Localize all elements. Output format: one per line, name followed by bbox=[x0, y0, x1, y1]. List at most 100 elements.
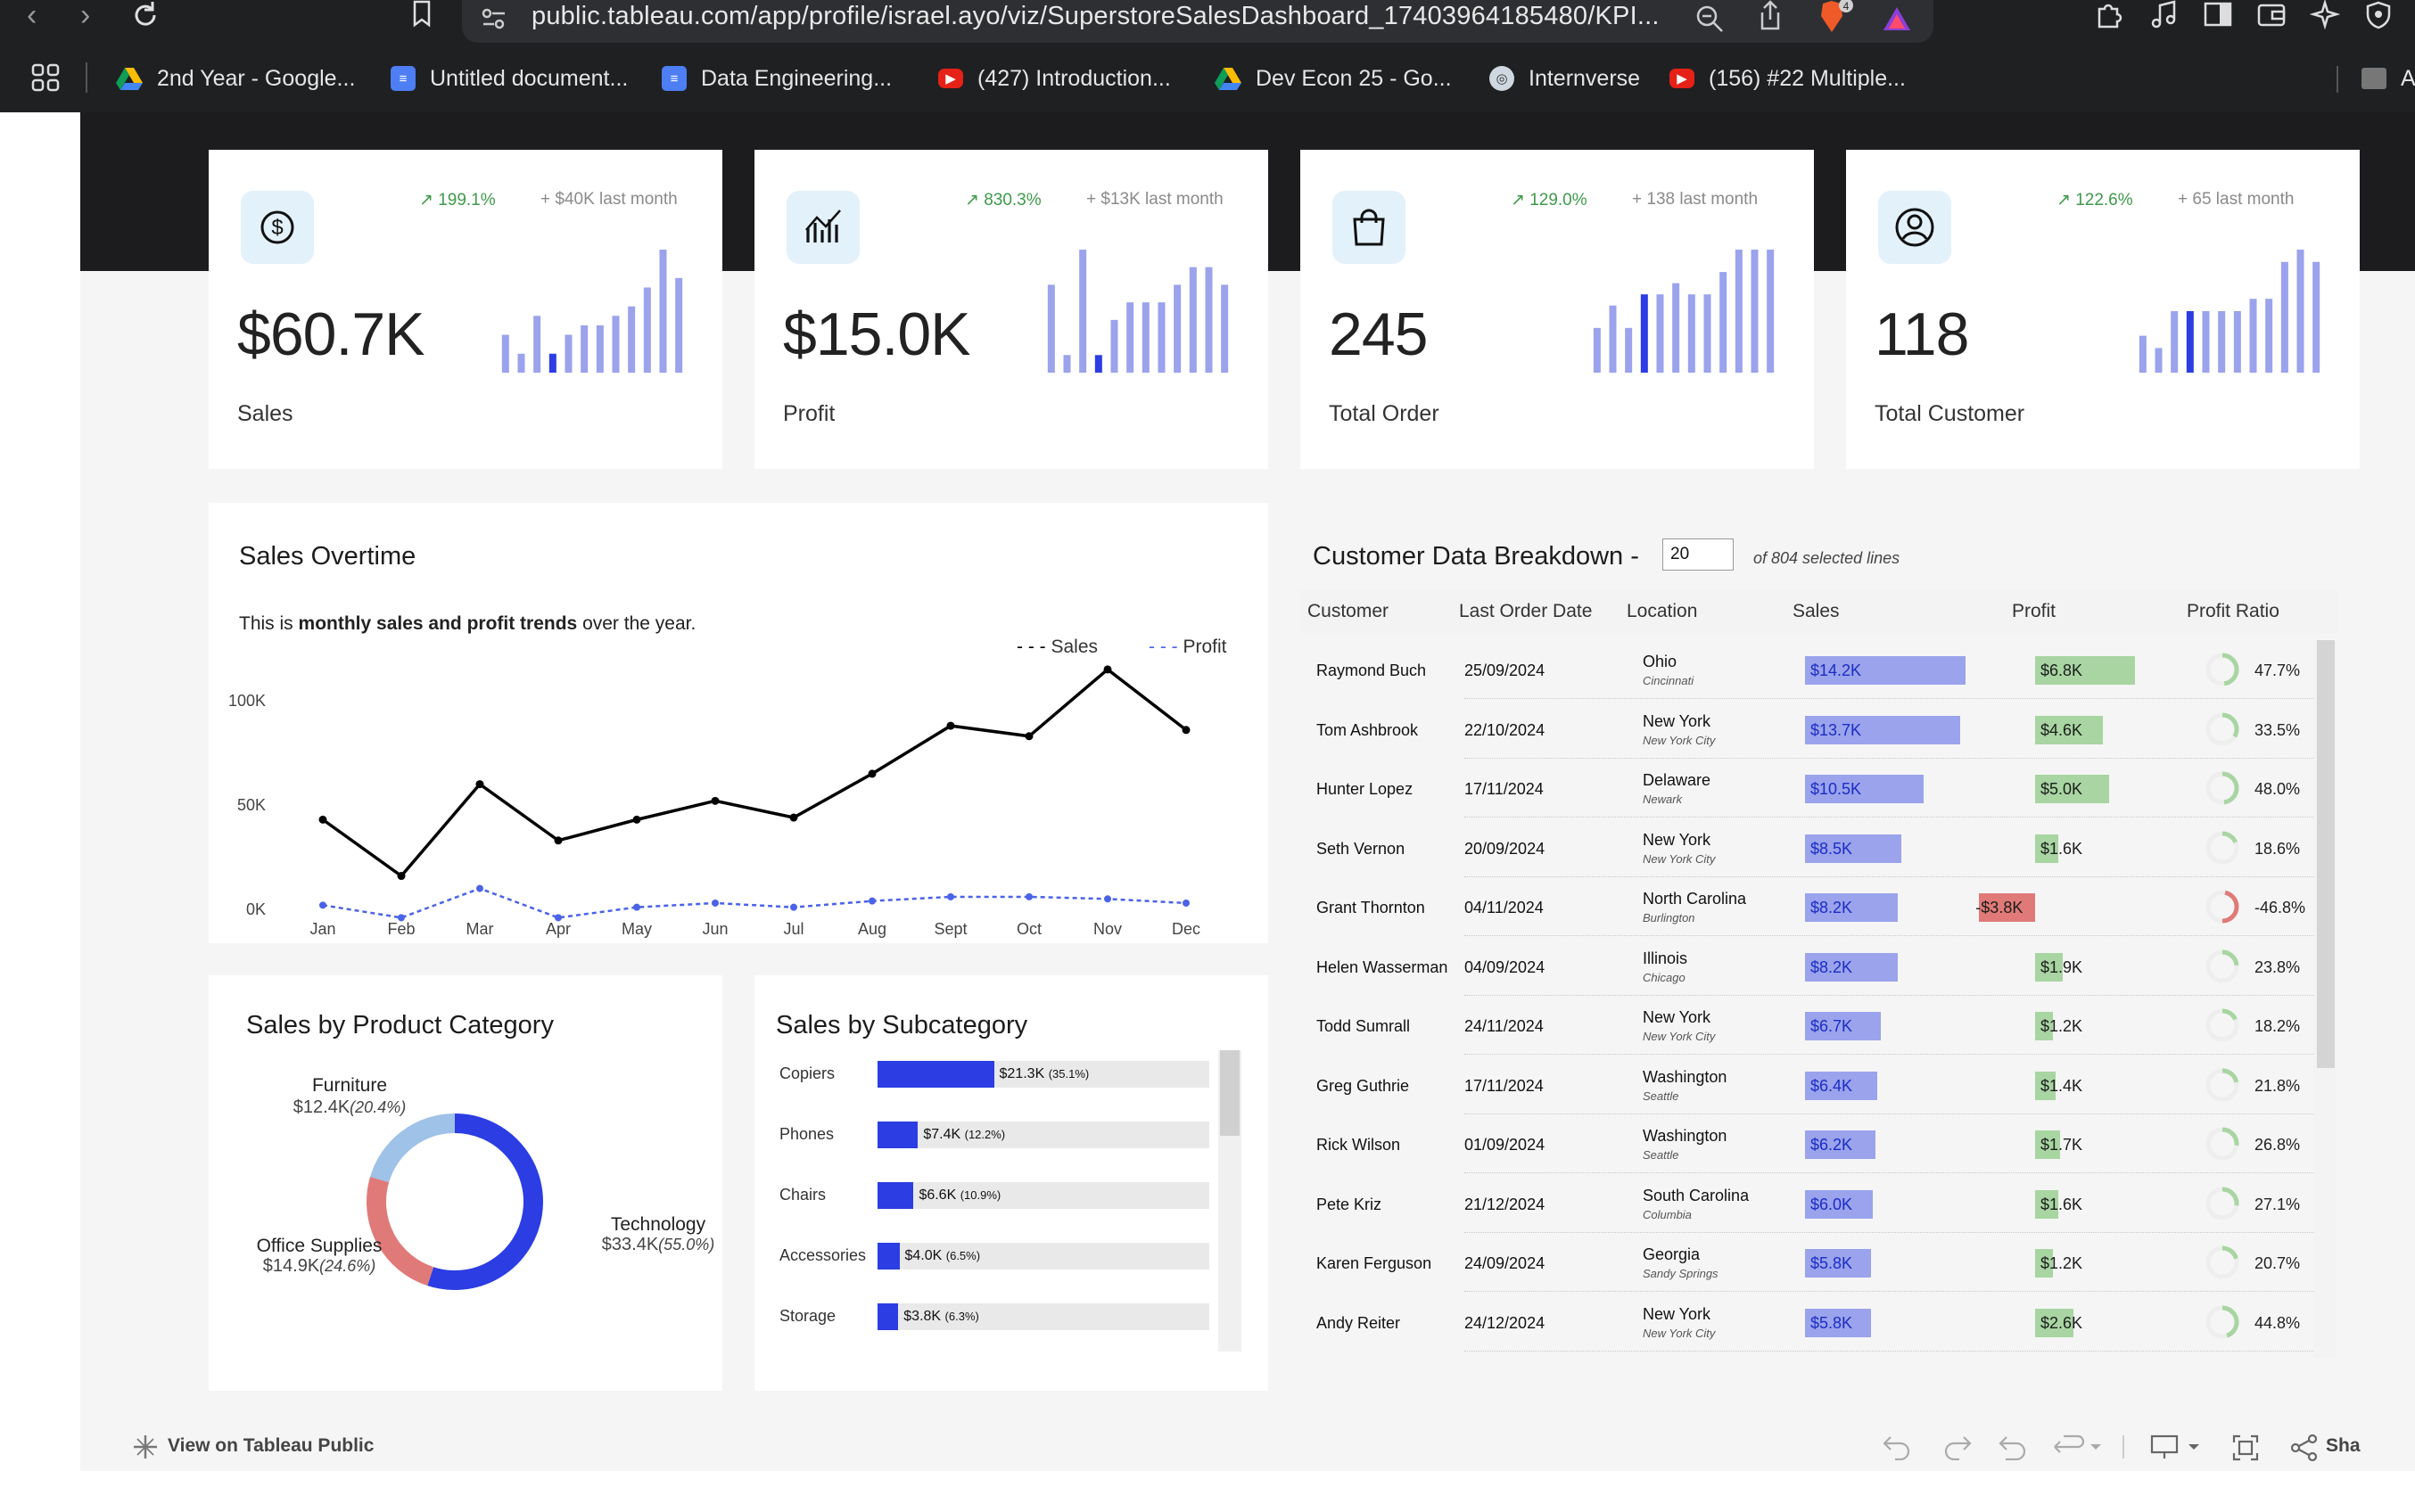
table-row[interactable]: Pete Kriz 21/12/2024 South Carolina Columbi… bbox=[1300, 1174, 2317, 1233]
subcategory-track[interactable]: $21.3K (35.1%) bbox=[878, 1061, 1209, 1088]
table-row[interactable]: Tom Ashbrook 22/10/2024 New York New York C… bbox=[1300, 700, 2317, 759]
bookmark-page-icon[interactable] bbox=[408, 0, 435, 29]
wallet-icon[interactable] bbox=[2256, 0, 2287, 30]
data-point-profit[interactable] bbox=[1183, 899, 1190, 907]
share-page-icon[interactable] bbox=[1757, 0, 1784, 32]
music-icon[interactable] bbox=[2149, 0, 2180, 30]
subcategory-bar[interactable] bbox=[878, 1061, 994, 1088]
extensions-icon[interactable] bbox=[2094, 0, 2124, 30]
profit-bar[interactable] bbox=[2035, 775, 2109, 803]
sales-bar[interactable] bbox=[1805, 1071, 1878, 1100]
profit-bar[interactable] bbox=[2035, 1071, 2056, 1100]
table-row[interactable]: Andy Reiter 24/12/2024 New York New York Ci… bbox=[1300, 1293, 2317, 1352]
kpi-sparkline[interactable] bbox=[2135, 246, 2324, 373]
product-category-donut[interactable]: Technology$33.4K(55.0%)Office Supplies$1… bbox=[209, 975, 722, 1391]
profit-bar[interactable] bbox=[2035, 1012, 2053, 1040]
table-scroll-thumb[interactable] bbox=[2317, 640, 2335, 1068]
present-icon[interactable] bbox=[2149, 1434, 2208, 1460]
series-line-profit[interactable] bbox=[322, 887, 1187, 919]
profit-bar[interactable] bbox=[2035, 1130, 2061, 1159]
kpi-sparkline[interactable] bbox=[1043, 246, 1232, 373]
data-point-sales[interactable] bbox=[711, 796, 720, 805]
brave-rewards-icon[interactable] bbox=[1882, 5, 1912, 32]
data-point-profit[interactable] bbox=[790, 903, 797, 911]
sales-bar[interactable] bbox=[1805, 1012, 1881, 1040]
column-header[interactable]: Sales bbox=[1793, 601, 1840, 621]
bookmark-item[interactable]: ≡ Data Engineering... bbox=[662, 62, 892, 94]
lines-count-input[interactable] bbox=[1662, 538, 1734, 571]
sales-bar[interactable] bbox=[1805, 893, 1898, 922]
table-row[interactable]: Greg Guthrie 17/11/2024 Washington Seattle $… bbox=[1300, 1056, 2317, 1114]
revert-icon[interactable] bbox=[1998, 1434, 2030, 1460]
subcategory-bar[interactable] bbox=[878, 1122, 919, 1148]
sales-bar[interactable] bbox=[1805, 834, 1901, 863]
data-point-sales[interactable] bbox=[397, 872, 406, 881]
table-scrollbar[interactable] bbox=[2313, 640, 2337, 1359]
table-row[interactable]: Grant Thornton 04/11/2024 North Carolina Bu… bbox=[1300, 877, 2317, 936]
sales-bar[interactable] bbox=[1805, 715, 1960, 744]
data-point-sales[interactable] bbox=[1182, 726, 1191, 735]
column-header[interactable]: Customer bbox=[1307, 601, 1389, 621]
data-point-sales[interactable] bbox=[868, 769, 877, 778]
subcategory-track[interactable]: $6.6K (10.9%) bbox=[878, 1182, 1209, 1209]
bookmark-item[interactable]: ▶ (156) #22 Multiple... bbox=[1669, 62, 1906, 94]
share-label[interactable]: Sha bbox=[2326, 1435, 2361, 1456]
bookmark-item[interactable]: Dev Econ 25 - Go... bbox=[1215, 62, 1452, 94]
address-bar[interactable]: public.tableau.com/app/profile/israel.ay… bbox=[462, 0, 1933, 43]
profit-bar[interactable] bbox=[2035, 952, 2064, 982]
profit-bar[interactable] bbox=[2035, 715, 2103, 744]
subcategory-track[interactable]: $4.0K (6.5%) bbox=[878, 1243, 1209, 1270]
profit-bar[interactable] bbox=[1979, 893, 2035, 922]
forward-arrow-icon[interactable]: › bbox=[80, 0, 91, 32]
redo-icon[interactable] bbox=[1941, 1434, 1973, 1460]
profit-bar[interactable] bbox=[2035, 656, 2136, 685]
kpi-sparkline[interactable] bbox=[1589, 246, 1778, 373]
data-point-sales[interactable] bbox=[554, 836, 563, 845]
sales-bar[interactable] bbox=[1805, 1189, 1874, 1219]
sales-bar[interactable] bbox=[1805, 775, 1925, 803]
reload-icon[interactable] bbox=[130, 0, 161, 30]
undo-icon[interactable] bbox=[1882, 1434, 1914, 1460]
subcategory-bar[interactable] bbox=[878, 1303, 899, 1330]
back-arrow-icon[interactable]: ‹ bbox=[27, 0, 37, 32]
table-row[interactable]: Seth Vernon 20/09/2024 New York New York Ci… bbox=[1300, 818, 2317, 877]
table-row[interactable]: Helen Wasserman 04/09/2024 Illinois Chicago… bbox=[1300, 937, 2317, 996]
data-point-profit[interactable] bbox=[947, 892, 954, 900]
sales-bar[interactable] bbox=[1805, 1249, 1871, 1278]
kpi-sparkline[interactable] bbox=[498, 246, 687, 373]
data-point-profit[interactable] bbox=[712, 899, 719, 907]
profit-bar[interactable] bbox=[2035, 1249, 2053, 1278]
donut-slice-technology[interactable] bbox=[427, 1113, 543, 1290]
data-point-profit[interactable] bbox=[1104, 895, 1111, 903]
fullscreen-icon[interactable] bbox=[2231, 1434, 2260, 1462]
data-point-sales[interactable] bbox=[318, 815, 327, 824]
leo-ai-icon[interactable] bbox=[2310, 0, 2340, 30]
table-row[interactable]: Karen Ferguson 24/09/2024 Georgia Sandy Spr… bbox=[1300, 1233, 2317, 1292]
data-point-profit[interactable] bbox=[398, 914, 405, 922]
column-header[interactable]: Location bbox=[1627, 601, 1698, 621]
data-point-sales[interactable] bbox=[789, 813, 798, 822]
bookmark-item[interactable]: 2nd Year - Google... bbox=[116, 62, 355, 94]
bookmark-item[interactable]: ▶ (427) Introduction... bbox=[938, 62, 1171, 94]
subcategory-scroll-thumb[interactable] bbox=[1220, 1050, 1240, 1136]
profit-bar[interactable] bbox=[2035, 834, 2059, 863]
sidebar-icon[interactable] bbox=[2203, 0, 2233, 30]
tableau-logo-icon[interactable] bbox=[132, 1434, 159, 1460]
column-header[interactable]: Profit Ratio bbox=[2187, 601, 2279, 621]
profit-bar[interactable] bbox=[2035, 1308, 2073, 1337]
subcategory-track[interactable]: $7.4K (12.2%) bbox=[878, 1122, 1209, 1148]
url-text[interactable]: public.tableau.com/app/profile/israel.ay… bbox=[532, 2, 1660, 30]
table-row[interactable]: Todd Sumrall 24/11/2024 New York New York C… bbox=[1300, 996, 2317, 1055]
subcategory-track[interactable]: $3.8K (6.3%) bbox=[878, 1303, 1209, 1330]
refresh-icon[interactable] bbox=[2051, 1434, 2105, 1460]
sales-bar[interactable] bbox=[1805, 656, 1966, 685]
vpn-shield-icon[interactable] bbox=[2363, 0, 2394, 30]
legend-sales[interactable]: - - - Sales bbox=[1017, 637, 1098, 658]
column-header[interactable]: Profit bbox=[2012, 601, 2056, 621]
brave-shield-icon[interactable]: 4 bbox=[1817, 0, 1857, 36]
data-point-profit[interactable] bbox=[633, 903, 640, 911]
apps-grid-icon[interactable] bbox=[30, 62, 61, 93]
site-settings-icon[interactable] bbox=[480, 5, 508, 32]
data-point-sales[interactable] bbox=[946, 721, 955, 730]
table-row[interactable]: Rick Wilson 01/09/2024 Washington Seattle $6… bbox=[1300, 1114, 2317, 1173]
